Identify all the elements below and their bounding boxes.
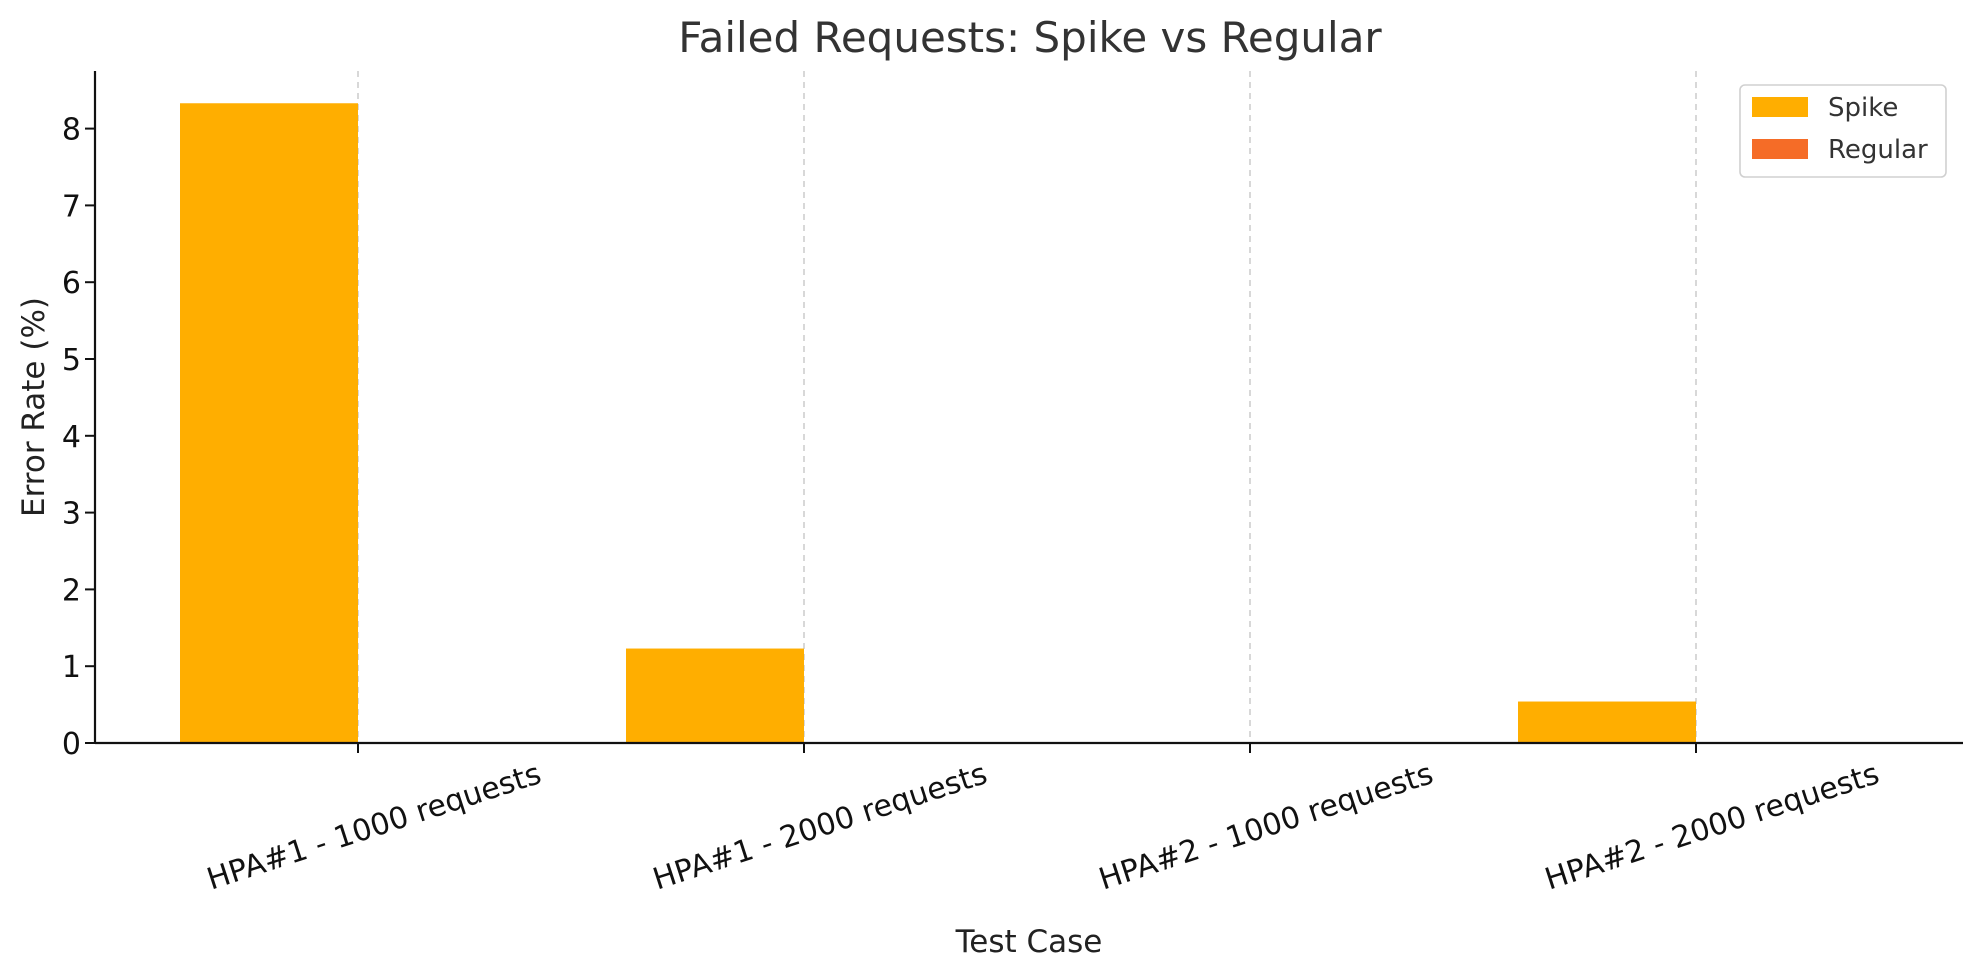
y-ticks: 0 1 2 3 4 5 6 7 8 <box>62 113 95 762</box>
legend-label-regular: Regular <box>1828 135 1928 165</box>
y-tick-label-3: 3 <box>62 497 81 532</box>
y-axis-label: Error Rate (%) <box>16 297 52 517</box>
y-tick-label-2: 2 <box>62 573 81 608</box>
legend: Spike Regular <box>1739 84 1947 178</box>
x-tick-label-hpa-1-2000-requests: HPA#1 - 2000 requests <box>649 756 992 897</box>
y-tick-label-7: 7 <box>62 189 81 224</box>
x-axis-label: Test Case <box>955 924 1103 960</box>
y-tick-label-1: 1 <box>62 650 81 685</box>
x-tick-label-hpa-1-1000-requests: HPA#1 - 1000 requests <box>203 756 546 897</box>
y-tick-label-4: 4 <box>62 420 81 455</box>
y-tick-label-5: 5 <box>62 343 81 378</box>
legend-label-spike: Spike <box>1828 93 1898 123</box>
bar-spike-hpa-2-2000-requests <box>1518 701 1696 743</box>
bar-spike-hpa-1-2000-requests <box>626 648 804 743</box>
bar-spike-hpa-1-1000-requests <box>180 103 358 744</box>
x-gridlines <box>357 71 1697 743</box>
y-tick-label-0: 0 <box>62 727 81 762</box>
bars <box>180 103 1696 744</box>
legend-swatch-spike <box>1752 97 1808 117</box>
x-tick-label-hpa-2-1000-requests: HPA#2 - 1000 requests <box>1095 756 1438 897</box>
x-ticks: HPA#1 - 1000 requests HPA#1 - 2000 reques… <box>203 743 1884 897</box>
y-tick-label-8: 8 <box>62 113 81 148</box>
legend-swatch-regular <box>1752 139 1808 159</box>
y-tick-label-6: 6 <box>62 266 81 301</box>
axes <box>93 71 1963 745</box>
chart-title: Failed Requests: Spike vs Regular <box>678 13 1382 62</box>
x-tick-label-hpa-2-2000-requests: HPA#2 - 2000 requests <box>1541 756 1884 897</box>
